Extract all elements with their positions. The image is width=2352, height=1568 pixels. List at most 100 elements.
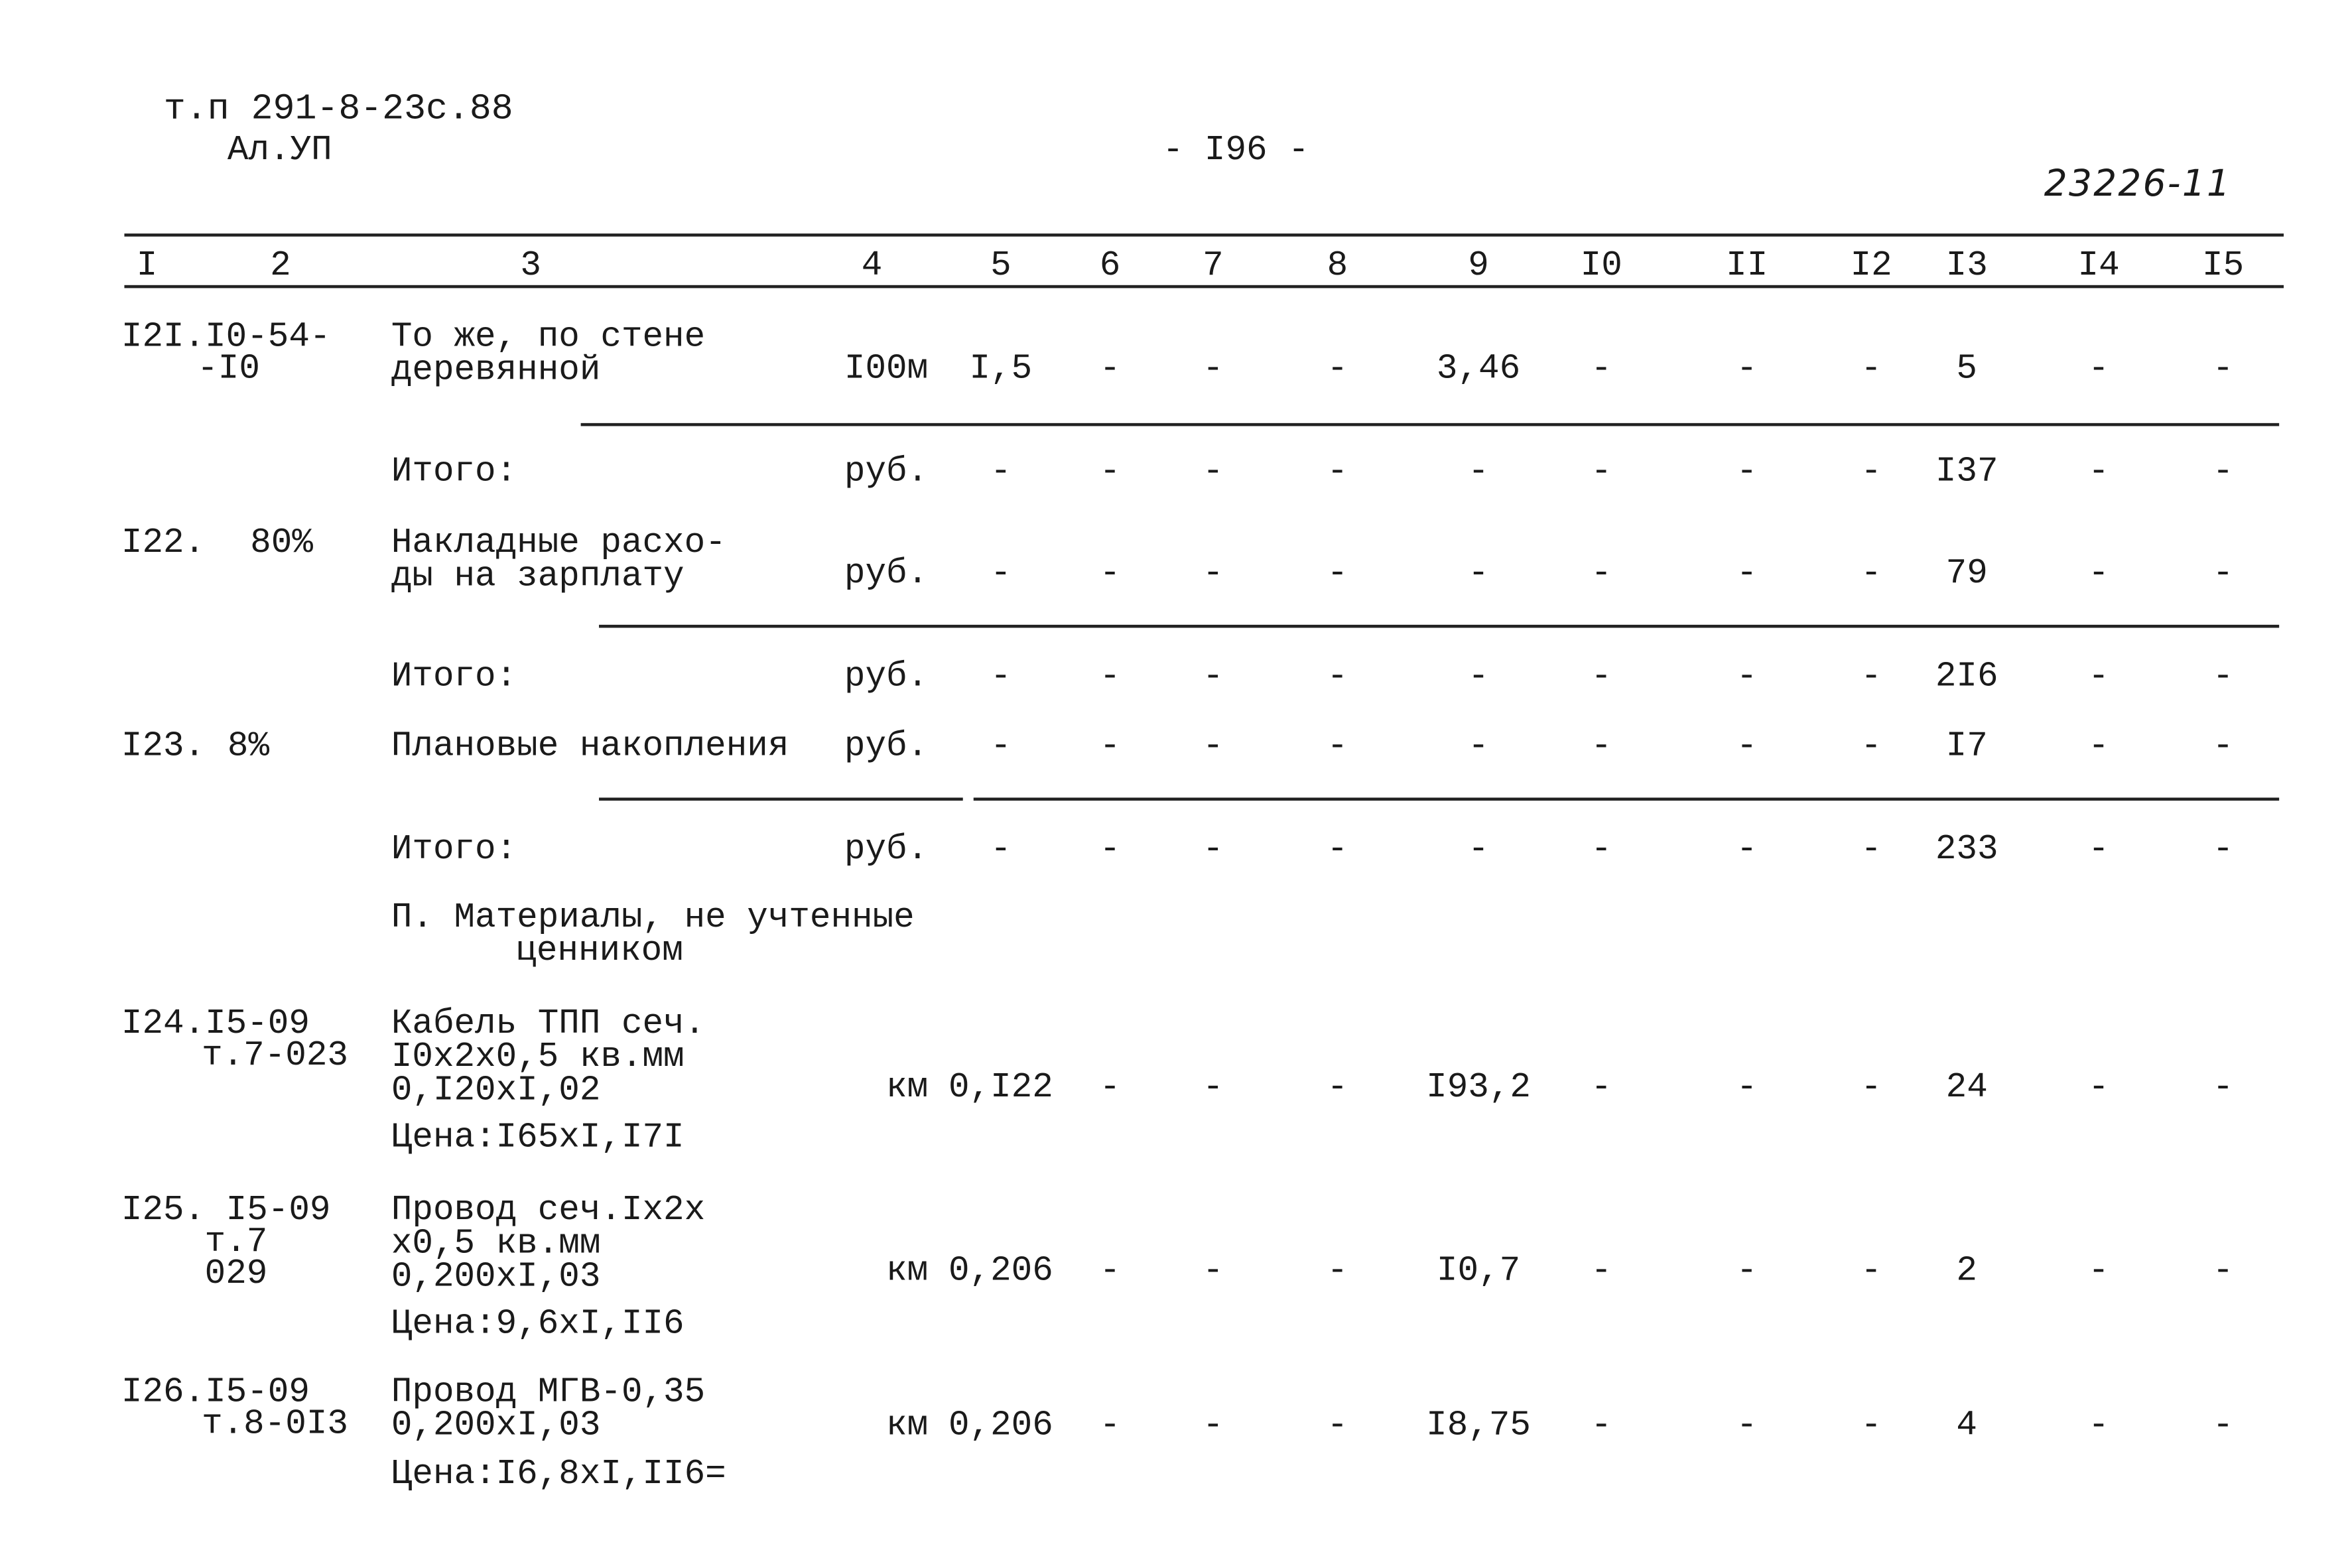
row-percent: 8% (227, 726, 270, 766)
row-cell: - (990, 553, 1012, 593)
row-cell: - (1327, 726, 1348, 766)
row-cell: - (2088, 553, 2109, 593)
row-cell: - (1736, 1067, 1758, 1107)
row-cell: - (2088, 1405, 2109, 1445)
row-cell: I93,2 (1426, 1067, 1531, 1107)
row-unit: км (886, 1067, 929, 1107)
row-cell: - (1591, 452, 1612, 491)
row-code: I26.I5-09 (121, 1372, 310, 1412)
row-cell: - (1203, 1405, 1224, 1445)
stamp: 23226-11 (2044, 162, 2232, 205)
row-name: 0,200xI,03 (391, 1405, 601, 1445)
row-code: 029 (204, 1254, 268, 1294)
row-code: т.7-023 (202, 1035, 348, 1075)
row-cell: - (1591, 829, 1612, 869)
column-header: 2 (270, 245, 291, 285)
column-header: I3 (1945, 245, 1988, 285)
column-header: I2 (1850, 245, 1892, 285)
row-cell: - (1861, 1251, 1882, 1291)
row-code: -I0 (197, 348, 260, 389)
row-cell: - (1099, 348, 1121, 389)
row-cell: I7 (1945, 726, 1988, 766)
row-cell: - (1203, 1067, 1224, 1107)
row-name: Итого: (391, 656, 517, 696)
row-name: ценником (515, 931, 683, 971)
header-rule (124, 285, 2284, 289)
column-header: 6 (1099, 245, 1121, 285)
row-rule (973, 797, 2280, 801)
row-cell: - (2212, 829, 2234, 869)
row-cell: - (2088, 656, 2109, 696)
row-code: I24.I5-09 (121, 1004, 310, 1043)
row-name: Провод МГВ-0,35 (391, 1372, 706, 1412)
row-cell: - (1327, 553, 1348, 593)
row-unit: руб. (844, 452, 929, 491)
row-cell: - (2212, 656, 2234, 696)
row-name: Накладные расхо- (391, 523, 726, 563)
row-cell: - (1468, 553, 1489, 593)
row-cell: - (1203, 348, 1224, 389)
row-cell: - (1468, 829, 1489, 869)
row-cell: - (2212, 1067, 2234, 1107)
row-code: т.8-0I3 (202, 1404, 348, 1444)
column-header: 3 (520, 245, 541, 285)
row-cell: - (1203, 656, 1224, 696)
row-cell: - (1099, 726, 1121, 766)
row-cell: - (1736, 553, 1758, 593)
row-cell: 4 (1956, 1405, 1977, 1445)
row-cell: - (1099, 1251, 1121, 1291)
row-cell: - (2088, 726, 2109, 766)
column-header: I (136, 245, 158, 285)
row-cell: - (1327, 1251, 1348, 1291)
row-cell: - (1327, 829, 1348, 869)
row-unit: I00м (844, 348, 929, 389)
column-header: 5 (990, 245, 1012, 285)
row-name: x0,5 кв.мм (391, 1223, 601, 1264)
row-cell: - (2212, 553, 2234, 593)
row-cell: - (1099, 1067, 1121, 1107)
row-cell: 0,206 (948, 1251, 1053, 1291)
row-cell: - (2088, 452, 2109, 491)
row-cell: - (2212, 1251, 2234, 1291)
row-cell: 0,I22 (948, 1067, 1053, 1107)
row-cell: - (1591, 1405, 1612, 1445)
column-header: I5 (2202, 245, 2245, 285)
row-cell: - (1591, 553, 1612, 593)
row-unit: руб. (844, 553, 929, 593)
row-code: I25. I5-09 (121, 1190, 331, 1230)
row-rule (580, 423, 2280, 426)
row-cell: - (1099, 829, 1121, 869)
row-name: Цена:I6,8xI,II6= (391, 1454, 726, 1494)
row-cell: - (1736, 452, 1758, 491)
row-name: Цена:I65xI,I7I (391, 1117, 685, 1157)
row-unit: руб. (844, 726, 929, 766)
row-name: Кабель ТПП сеч. (391, 1004, 706, 1043)
row-cell: - (1203, 829, 1224, 869)
column-header: I0 (1580, 245, 1622, 285)
table-top-rule (124, 233, 2284, 237)
column-header: II (1726, 245, 1768, 285)
row-cell: 5 (1956, 348, 1977, 389)
row-cell: - (1327, 656, 1348, 696)
row-name: Цена:9,6xI,II6 (391, 1304, 685, 1344)
row-cell: 24 (1945, 1067, 1988, 1107)
row-cell: - (1327, 452, 1348, 491)
row-cell: - (1736, 1405, 1758, 1445)
row-cell: - (1327, 1405, 1348, 1445)
row-cell: - (1203, 452, 1224, 491)
column-header: 8 (1327, 245, 1348, 285)
row-name: Провод сеч.Ix2x (391, 1190, 706, 1230)
row-cell: 79 (1945, 553, 1988, 593)
row-cell: - (1861, 726, 1882, 766)
row-cell: - (1591, 1067, 1612, 1107)
album: Ал.УП (227, 130, 332, 170)
row-cell: - (2088, 829, 2109, 869)
row-cell: - (1203, 1251, 1224, 1291)
row-cell: I37 (1935, 452, 1998, 491)
row-cell: - (1861, 1067, 1882, 1107)
row-cell: - (1468, 656, 1489, 696)
row-cell: I0,7 (1436, 1251, 1521, 1291)
row-cell: - (2088, 1067, 2109, 1107)
